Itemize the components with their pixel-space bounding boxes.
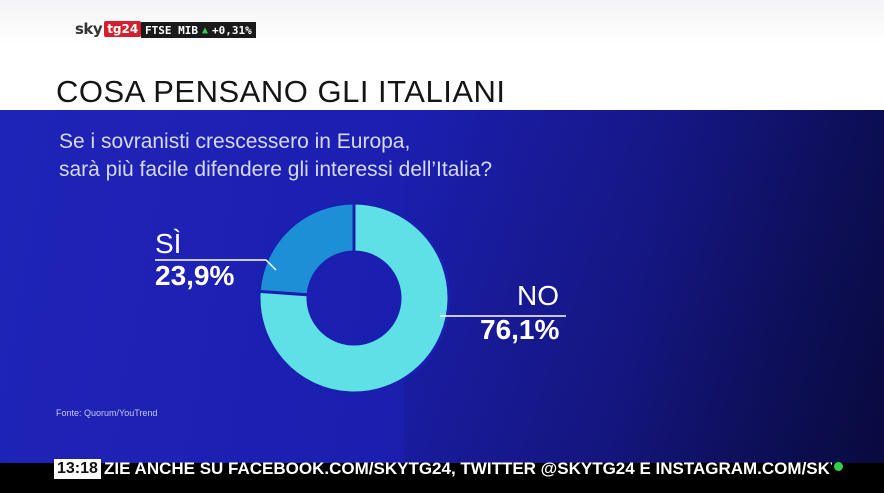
donut-slice-si <box>257 201 356 297</box>
slice-label-si: SÌ <box>155 228 182 259</box>
ticker-change: +0,31% <box>212 23 252 37</box>
logo-sky-text: sky <box>75 20 103 38</box>
slice-value-no: 76,1% <box>480 314 560 345</box>
question-line-1: Se i sovranisti crescessero in Europa, <box>59 130 411 153</box>
market-ticker: FTSE MIB ▲ +0,31% <box>141 22 256 38</box>
panel-shade <box>404 110 884 463</box>
donut-slice-no <box>257 201 451 395</box>
chart-question: Se i sovranisti crescessero in Europa, s… <box>59 128 492 184</box>
leader-line-si <box>155 259 277 271</box>
question-line-2: sarà più facile difendere gli interessi … <box>59 158 493 181</box>
skytg24-logo: sky tg24 <box>75 20 142 38</box>
news-crawl-text: ZIE ANCHE SU FACEBOOK.COM/SKYTG24, TWITT… <box>104 459 832 478</box>
donut-chart <box>155 201 566 395</box>
news-ticker-bar <box>0 463 884 493</box>
ticker-index-name: FTSE MIB <box>145 23 198 37</box>
clock: 13:18 <box>54 459 101 479</box>
live-dot-icon <box>834 462 843 471</box>
arrow-up-icon: ▲ <box>201 24 209 36</box>
source-note: Fonte: Quorum/YouTrend <box>56 408 158 418</box>
slice-label-no: NO <box>517 280 559 311</box>
logo-tg24-text: tg24 <box>104 21 142 37</box>
header-band <box>0 0 884 110</box>
page-title: COSA PENSANO GLI ITALIANI <box>56 74 506 109</box>
chart-panel: Se i sovranisti crescessero in Europa, s… <box>0 110 884 463</box>
slice-value-si: 23,9% <box>155 260 235 291</box>
